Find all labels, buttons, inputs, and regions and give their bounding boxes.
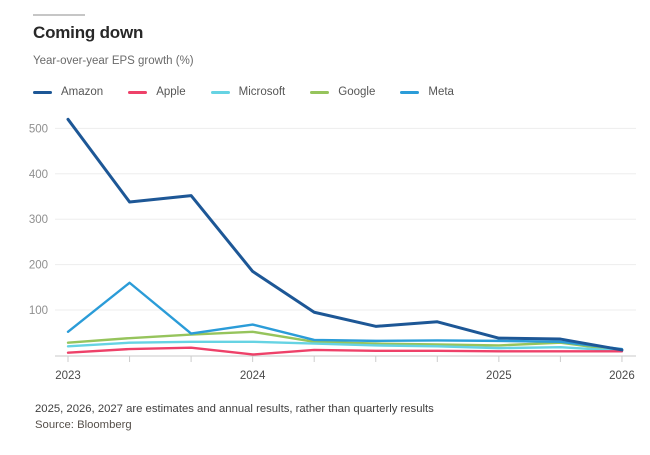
legend-item-apple: Apple — [128, 86, 186, 98]
legend-label: Meta — [428, 86, 454, 98]
series-line-meta — [66, 281, 624, 351]
x-axis-tick-label: 2025 — [486, 370, 512, 382]
legend-item-microsoft: Microsoft — [210, 86, 286, 98]
chart-legend: Amazon Apple Microsoft Google Meta — [33, 86, 454, 98]
x-axis-tick-label: 2024 — [240, 370, 266, 382]
legend-swatch-apple — [128, 90, 148, 94]
chart-title: Coming down — [33, 23, 144, 42]
legend-item-amazon: Amazon — [33, 86, 103, 98]
legend-label: Amazon — [61, 86, 104, 98]
y-axis-tick-label: 300 — [29, 214, 48, 226]
legend-swatch-meta — [400, 90, 420, 94]
y-axis-tick-label: 500 — [29, 123, 48, 135]
y-axis-tick-label: 400 — [29, 169, 48, 181]
y-axis-tick-label: 200 — [29, 260, 48, 272]
y-axis-tick-label: 100 — [29, 305, 48, 317]
top-divider-rule — [33, 14, 85, 16]
chart-footnote: 2025, 2026, 2027 are estimates and annua… — [35, 403, 434, 415]
x-axis-tick-label: 2026 — [609, 370, 635, 382]
legend-swatch-google — [310, 90, 330, 94]
series-line-google — [66, 330, 624, 353]
series-line-amazon — [66, 117, 624, 352]
chart-subtitle: Year-over-year EPS growth (%) — [33, 55, 194, 67]
series-line-microsoft — [66, 340, 624, 353]
legend-item-meta: Meta — [400, 86, 454, 98]
legend-label: Google — [338, 86, 376, 98]
chart-source: Source: Bloomberg — [35, 419, 132, 431]
legend-label: Microsoft — [238, 86, 286, 98]
legend-swatch-microsoft — [210, 90, 230, 94]
eps-growth-line-chart: 100 200 300 400 500 2023 2024 2025 2026 — [29, 117, 636, 382]
legend-label: Apple — [156, 86, 186, 98]
series-line-apple — [66, 346, 624, 356]
legend-item-google: Google — [310, 86, 375, 98]
x-axis-tick-label: 2023 — [55, 370, 81, 382]
legend-swatch-amazon — [33, 90, 52, 94]
